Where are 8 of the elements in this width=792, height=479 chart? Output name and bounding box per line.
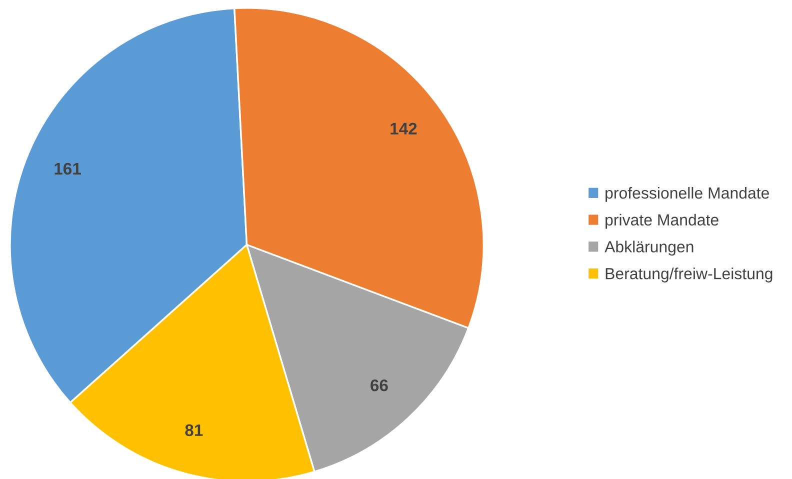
legend-label: Abklärungen bbox=[604, 240, 694, 256]
data-label: 81 bbox=[185, 424, 203, 436]
data-label: 66 bbox=[370, 379, 388, 392]
legend-label: professionelle Mandate bbox=[606, 186, 769, 202]
legend-label: private Mandate bbox=[606, 214, 718, 229]
legend-label: Beratung/freiw-Leistung bbox=[606, 268, 772, 282]
data-label: 161 bbox=[54, 162, 81, 175]
data-label: 142 bbox=[390, 122, 417, 134]
